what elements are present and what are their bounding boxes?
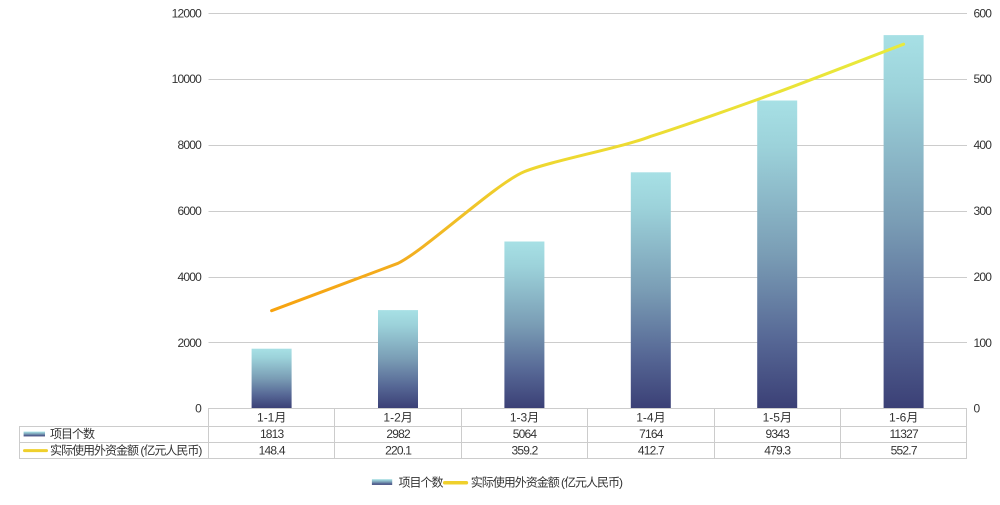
svg-text:9343: 9343 [766,427,791,441]
svg-text:2982: 2982 [386,427,411,441]
svg-text:1-5月: 1-5月 [763,410,792,424]
svg-text:7164: 7164 [639,427,664,441]
svg-text:220.1: 220.1 [385,444,412,458]
svg-text:100: 100 [974,336,993,350]
svg-text:8000: 8000 [178,138,203,152]
svg-text:400: 400 [974,138,993,152]
svg-text:1-3月: 1-3月 [510,410,539,424]
svg-text:1813: 1813 [260,427,285,441]
svg-text:1-4月: 1-4月 [636,410,665,424]
svg-text:1-2月: 1-2月 [383,410,412,424]
svg-text:4000: 4000 [178,270,203,284]
svg-text:500: 500 [974,72,993,86]
svg-text:300: 300 [974,204,993,218]
svg-text:552.7: 552.7 [891,444,918,458]
svg-text:148.4: 148.4 [259,444,286,458]
svg-text:项目个数: 项目个数 [50,426,95,441]
svg-text:2000: 2000 [178,336,203,350]
svg-text:412.7: 412.7 [638,444,665,458]
svg-text:12000: 12000 [172,6,202,20]
svg-text:11327: 11327 [889,427,919,441]
svg-text:1-1月: 1-1月 [257,410,286,424]
svg-text:10000: 10000 [172,72,202,86]
svg-text:359.2: 359.2 [511,444,538,458]
svg-text:1-6月: 1-6月 [889,410,918,424]
svg-text:实际使用外资金额 (亿元人民币): 实际使用外资金额 (亿元人民币) [50,443,202,458]
svg-text:项目个数: 项目个数 [399,475,444,490]
svg-text:实际使用外资金额 (亿元人民币): 实际使用外资金额 (亿元人民币) [471,475,623,490]
svg-text:0: 0 [195,402,202,416]
svg-text:5064: 5064 [513,427,538,441]
svg-text:600: 600 [974,6,993,20]
svg-text:0: 0 [974,402,981,416]
svg-text:479.3: 479.3 [764,444,791,458]
svg-text:200: 200 [974,270,993,284]
svg-text:6000: 6000 [178,204,203,218]
